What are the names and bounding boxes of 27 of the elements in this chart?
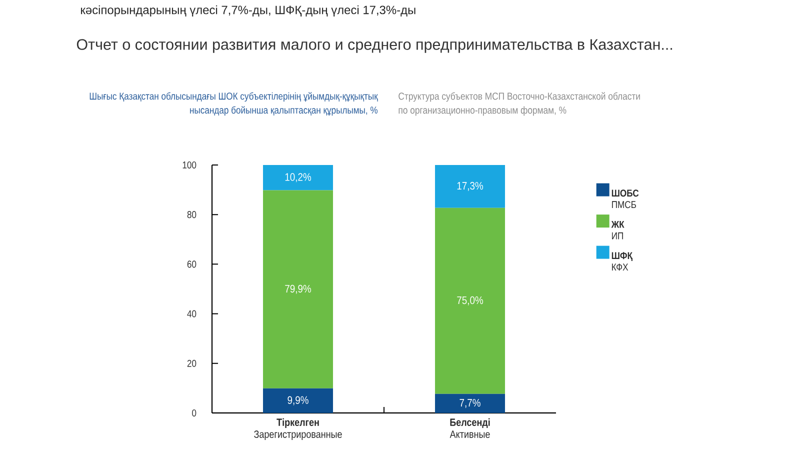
data-label: 10,2% [285,173,312,182]
y-tick-label: 100 [182,161,196,169]
legend-label: ШОБС ПМСБ [612,190,639,208]
y-tick-label: 40 [187,310,196,318]
bar [435,208,506,394]
data-label: 17,3% [457,182,484,191]
text: Отчет о состоянии развития малого и среднего предпринимательства в Казахстан... [76,39,672,53]
y-tick-label: 0 [192,409,196,417]
legend-label: ШФҚ КФХ [612,252,632,271]
y-tick-label: 60 [187,260,196,268]
bar [263,164,334,190]
data-label: 7,7% [460,398,480,408]
text: кәсіпорындарының үлесі 7,7%-ды, ШФҚ-дың үлесі 17,3%-ды [81,5,416,17]
data-label: 79,9% [285,284,312,294]
y-tick-label: 20 [187,360,196,367]
chart-subtitle: Структура субъектов МСП Восточно-Казахстанской области по организационно-правовым формам, % [398,92,640,116]
data-label: 9,9% [288,396,308,406]
x-tick-label: Тіркелген Зарегистрированные [254,418,342,440]
legend-label: ЖК ИП [611,220,624,240]
data-label: 75,0% [457,296,484,306]
bar [435,394,506,413]
y-tick-label: 80 [187,211,196,218]
bar [435,164,506,208]
bar [263,388,334,413]
x-tick-label: Белсенді Активные [450,418,490,438]
bar [263,190,334,388]
chart-title: Шығыс Қазақстан облысындағы ШОК субъектілерінің ұйымдық-құқықтық нысандар бойынша қалыптасқан құрылымы, % [90,92,378,116]
